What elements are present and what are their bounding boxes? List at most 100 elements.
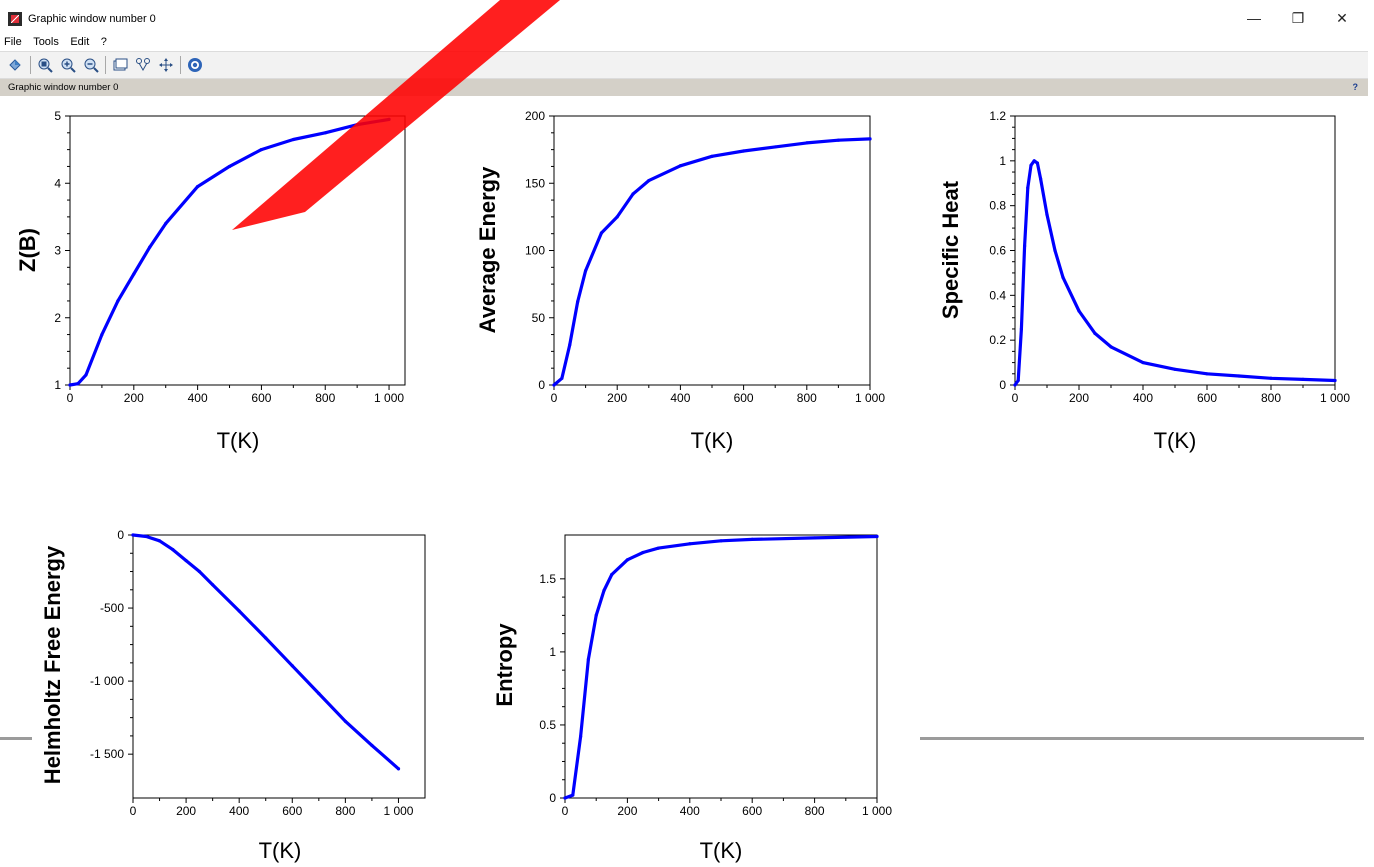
data-point xyxy=(773,145,777,149)
window-button[interactable] xyxy=(111,56,129,74)
x-tick-label: 200 xyxy=(176,804,196,818)
data-point xyxy=(1093,331,1097,336)
menu-bar: File Tools Edit ? xyxy=(0,32,1374,50)
toolbar-separator xyxy=(30,56,31,74)
data-point xyxy=(750,537,754,541)
y-tick-label: 0.6 xyxy=(989,244,1006,258)
x-tick-label: 400 xyxy=(229,804,249,818)
x-tick-label: 0 xyxy=(130,804,137,818)
toolbar-separator xyxy=(180,56,181,74)
data-point xyxy=(584,269,588,273)
y-axis-label: Specific Heat xyxy=(938,180,963,319)
y-tick-label: 1 xyxy=(999,154,1006,168)
series-line[interactable] xyxy=(131,533,401,771)
data-point xyxy=(836,138,841,142)
data-point xyxy=(579,735,583,739)
data-point xyxy=(599,231,604,235)
data-point xyxy=(291,137,295,142)
chart-4[interactable]: 0 200 400 600 800 1 000 0 -500 -1 000 -1 500 T(K) H… xyxy=(40,528,426,863)
x-tick-label: 1 000 xyxy=(862,804,892,818)
series-line[interactable] xyxy=(1013,159,1337,387)
x-tick-label: 1 000 xyxy=(855,391,885,405)
x-axis-label: T(K) xyxy=(259,838,302,863)
y-tick-label: 0 xyxy=(117,528,124,542)
data-point xyxy=(1141,360,1145,365)
y-axis-label: Z(B) xyxy=(15,228,40,272)
y-tick-label: 0 xyxy=(999,378,1006,392)
rotate-icon xyxy=(9,59,21,71)
data-point xyxy=(237,609,241,613)
zoom-in-button[interactable] xyxy=(59,56,77,74)
menu-tools[interactable]: Tools xyxy=(33,36,59,48)
minimize-button[interactable]: — xyxy=(1247,10,1261,26)
restore-button[interactable]: ❐ xyxy=(1291,10,1305,26)
y-tick-label: 0.5 xyxy=(539,718,556,732)
data-point xyxy=(1032,159,1036,163)
data-point xyxy=(688,542,692,546)
data-point xyxy=(144,534,148,539)
datatip-icon xyxy=(136,58,150,72)
y-tick-label: 0.4 xyxy=(989,288,1006,302)
data-point xyxy=(1016,378,1020,383)
y-tick-label: 1 xyxy=(54,378,61,392)
x-tick-label: 1 000 xyxy=(1320,391,1350,405)
x-tick-label: 800 xyxy=(335,804,355,818)
pan-button[interactable] xyxy=(157,56,175,74)
zoom-icon xyxy=(38,58,53,73)
chart-1[interactable]: 0 200 400 600 800 1 000 1 2 3 4 5 T(K) Z(B) xyxy=(15,109,406,453)
zoom-in-icon xyxy=(61,58,76,73)
data-point xyxy=(317,691,321,696)
data-point xyxy=(116,299,120,303)
data-point xyxy=(171,548,175,552)
info-help-icon[interactable]: ? xyxy=(1352,82,1359,92)
chart-5[interactable]: 0 200 400 600 800 1 000 0 0.5 1 1.5 T(K) Entropy xyxy=(492,534,892,863)
zoom-button[interactable] xyxy=(36,56,54,74)
y-tick-label: 0.2 xyxy=(989,333,1006,347)
data-point xyxy=(563,796,567,800)
menu-file[interactable]: File xyxy=(4,36,22,48)
data-point xyxy=(211,583,215,587)
data-point xyxy=(647,178,651,183)
data-point xyxy=(84,373,88,377)
data-point xyxy=(370,743,374,748)
y-tick-label: -1 500 xyxy=(90,747,124,761)
datatip-button[interactable] xyxy=(134,56,152,74)
y-tick-label: 2 xyxy=(54,311,61,325)
x-tick-label: 0 xyxy=(1012,391,1019,405)
help-icon xyxy=(188,58,202,72)
data-point xyxy=(164,222,168,226)
menu-help[interactable]: ? xyxy=(100,36,107,48)
data-point xyxy=(805,141,809,145)
zoom-out-button[interactable] xyxy=(82,56,100,74)
close-button[interactable]: ✕ xyxy=(1336,10,1348,26)
scilab-app-icon xyxy=(8,12,22,26)
x-tick-label: 0 xyxy=(551,391,558,405)
x-axis-label: T(K) xyxy=(1154,428,1197,453)
divider-left xyxy=(0,737,32,740)
data-point xyxy=(132,272,136,276)
y-tick-label: 0 xyxy=(538,378,545,392)
y-tick-label: 100 xyxy=(525,244,545,258)
data-point xyxy=(227,164,232,169)
menu-edit[interactable]: Edit xyxy=(70,36,90,48)
series-line[interactable] xyxy=(552,137,872,387)
data-point xyxy=(323,131,327,135)
data-point xyxy=(615,215,619,219)
data-point xyxy=(868,137,872,141)
x-tick-label: 600 xyxy=(742,804,762,818)
rotate-button[interactable] xyxy=(6,56,24,74)
x-tick-label: 1 000 xyxy=(383,804,413,818)
data-point xyxy=(610,572,614,577)
x-tick-label: 400 xyxy=(1133,391,1153,405)
data-point xyxy=(1029,163,1033,167)
data-point xyxy=(1173,367,1177,371)
data-point xyxy=(571,793,575,797)
help-button[interactable] xyxy=(186,56,204,74)
chart-3[interactable]: 0 200 400 600 800 1 000 0 0.2 0.4 0.6 0.8 1 1.2 T(K) S… xyxy=(938,109,1350,453)
chart-2[interactable]: 0 200 400 600 800 1 000 0 50 100 150 200 T(K) Averag… xyxy=(475,109,885,453)
data-point xyxy=(197,569,201,574)
data-point xyxy=(1026,186,1030,190)
data-point xyxy=(184,558,188,563)
